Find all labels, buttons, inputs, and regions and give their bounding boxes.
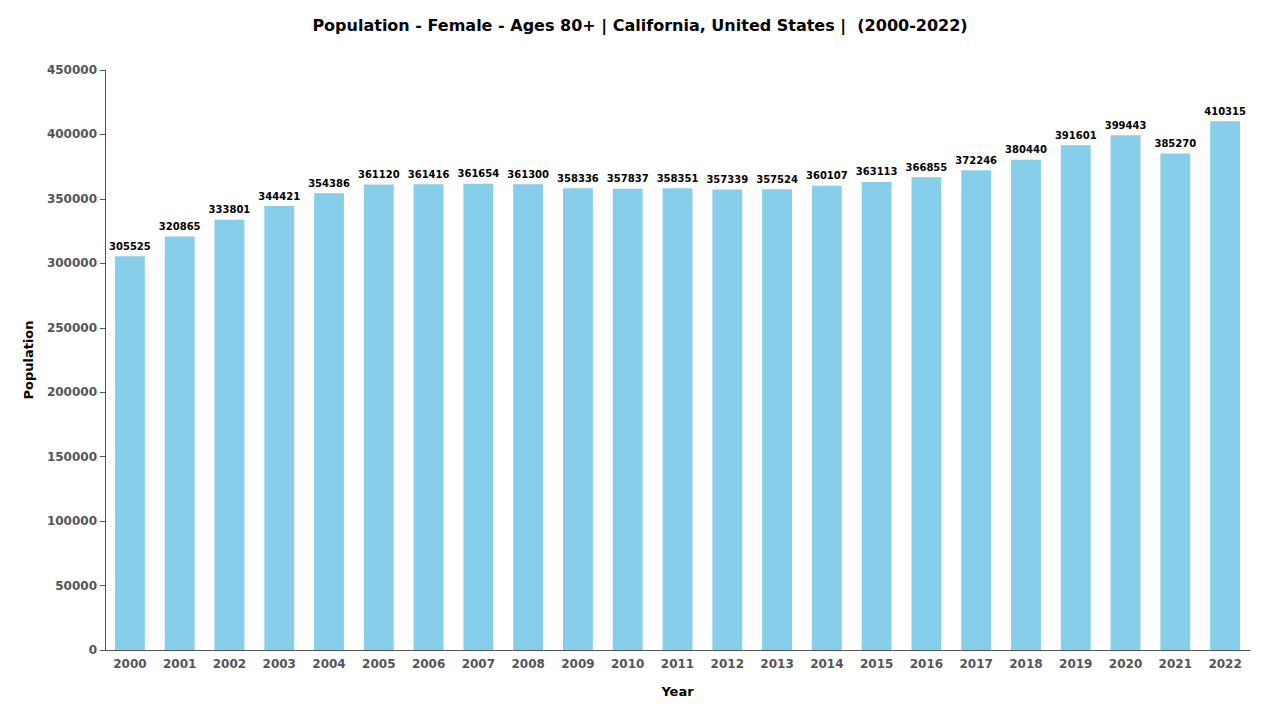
svg-text:357837: 357837 — [607, 173, 649, 184]
svg-text:300000: 300000 — [47, 256, 97, 270]
svg-text:2003: 2003 — [263, 657, 296, 671]
svg-text:2004: 2004 — [312, 657, 345, 671]
svg-text:2022: 2022 — [1208, 657, 1241, 671]
svg-text:2008: 2008 — [511, 657, 544, 671]
svg-text:50000: 50000 — [55, 579, 97, 593]
svg-text:372246: 372246 — [955, 155, 997, 166]
svg-text:361654: 361654 — [457, 168, 499, 179]
svg-text:320865: 320865 — [159, 221, 201, 232]
svg-text:361120: 361120 — [358, 169, 400, 180]
svg-text:2012: 2012 — [711, 657, 744, 671]
svg-text:350000: 350000 — [47, 192, 97, 206]
svg-text:2005: 2005 — [362, 657, 395, 671]
svg-text:361416: 361416 — [408, 169, 450, 180]
svg-text:Population - Female - Ages 80+: Population - Female - Ages 80+ | Califor… — [312, 16, 967, 36]
svg-text:2015: 2015 — [860, 657, 893, 671]
svg-text:305525: 305525 — [109, 241, 151, 252]
svg-text:Year: Year — [660, 684, 694, 699]
svg-text:2002: 2002 — [213, 657, 246, 671]
svg-text:2000: 2000 — [113, 657, 146, 671]
svg-text:200000: 200000 — [47, 385, 97, 399]
svg-text:380440: 380440 — [1005, 144, 1047, 155]
svg-text:2016: 2016 — [910, 657, 943, 671]
svg-text:2011: 2011 — [661, 657, 694, 671]
svg-text:360107: 360107 — [806, 170, 848, 181]
svg-text:391601: 391601 — [1055, 130, 1097, 141]
svg-text:399443: 399443 — [1105, 120, 1147, 131]
svg-text:361300: 361300 — [507, 169, 549, 180]
svg-text:2017: 2017 — [959, 657, 992, 671]
svg-text:450000: 450000 — [47, 63, 97, 77]
svg-text:2010: 2010 — [611, 657, 644, 671]
svg-text:344421: 344421 — [258, 191, 300, 202]
svg-text:333801: 333801 — [209, 204, 251, 215]
svg-text:2009: 2009 — [561, 657, 594, 671]
svg-text:357339: 357339 — [706, 174, 748, 185]
svg-text:385270: 385270 — [1154, 138, 1196, 149]
svg-text:2020: 2020 — [1109, 657, 1142, 671]
svg-text:410315: 410315 — [1204, 106, 1246, 117]
svg-text:358336: 358336 — [557, 173, 599, 184]
svg-text:358351: 358351 — [657, 173, 699, 184]
svg-text:354386: 354386 — [308, 178, 350, 189]
svg-text:2013: 2013 — [760, 657, 793, 671]
svg-text:357524: 357524 — [756, 174, 798, 185]
svg-text:2007: 2007 — [462, 657, 495, 671]
svg-text:400000: 400000 — [47, 127, 97, 141]
svg-text:Population: Population — [21, 320, 36, 399]
svg-text:2001: 2001 — [163, 657, 196, 671]
svg-text:2021: 2021 — [1159, 657, 1192, 671]
svg-text:0: 0 — [89, 643, 97, 657]
svg-text:2006: 2006 — [412, 657, 445, 671]
svg-text:100000: 100000 — [47, 514, 97, 528]
svg-text:250000: 250000 — [47, 321, 97, 335]
svg-text:2019: 2019 — [1059, 657, 1092, 671]
svg-text:366855: 366855 — [906, 162, 948, 173]
svg-text:2014: 2014 — [810, 657, 843, 671]
svg-text:2018: 2018 — [1009, 657, 1042, 671]
svg-text:150000: 150000 — [47, 450, 97, 464]
svg-text:363113: 363113 — [856, 166, 898, 177]
